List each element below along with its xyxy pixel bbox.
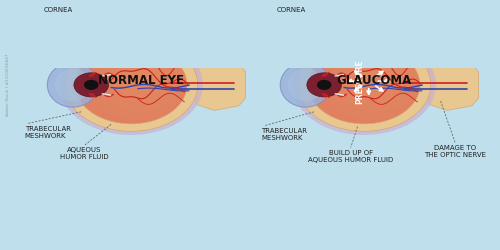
Polygon shape (196, 59, 246, 110)
Ellipse shape (55, 68, 90, 102)
Ellipse shape (288, 68, 323, 102)
Ellipse shape (48, 62, 98, 107)
Text: TRABECULAR
MESHWORK: TRABECULAR MESHWORK (24, 126, 70, 139)
Polygon shape (429, 59, 478, 110)
Text: CORNEA: CORNEA (44, 7, 72, 13)
Circle shape (317, 80, 332, 90)
Wedge shape (64, 38, 198, 131)
Ellipse shape (280, 62, 331, 107)
Circle shape (298, 38, 430, 131)
Circle shape (84, 80, 98, 90)
Text: BUILD UP OF
AQUEOUS HUMOR FLUID: BUILD UP OF AQUEOUS HUMOR FLUID (308, 150, 394, 163)
Text: TRABECULAR
MESHWORK: TRABECULAR MESHWORK (261, 128, 307, 141)
Circle shape (64, 38, 198, 131)
Circle shape (307, 73, 342, 97)
Circle shape (74, 73, 108, 97)
Text: PRESSURE: PRESSURE (356, 60, 364, 104)
Circle shape (292, 35, 436, 135)
Text: DAMAGE TO
THE OPTIC NERVE: DAMAGE TO THE OPTIC NERVE (424, 145, 486, 158)
Text: AQUEOUS
HUMOR FLUID: AQUEOUS HUMOR FLUID (60, 148, 109, 160)
Wedge shape (298, 38, 430, 131)
Circle shape (60, 35, 203, 135)
Text: Adobe Stock | #1310636847: Adobe Stock | #1310636847 (6, 54, 10, 116)
Text: CORNEA: CORNEA (276, 7, 306, 13)
Text: NORMAL EYE: NORMAL EYE (98, 74, 184, 86)
Text: GLAUCOMA: GLAUCOMA (336, 74, 411, 86)
